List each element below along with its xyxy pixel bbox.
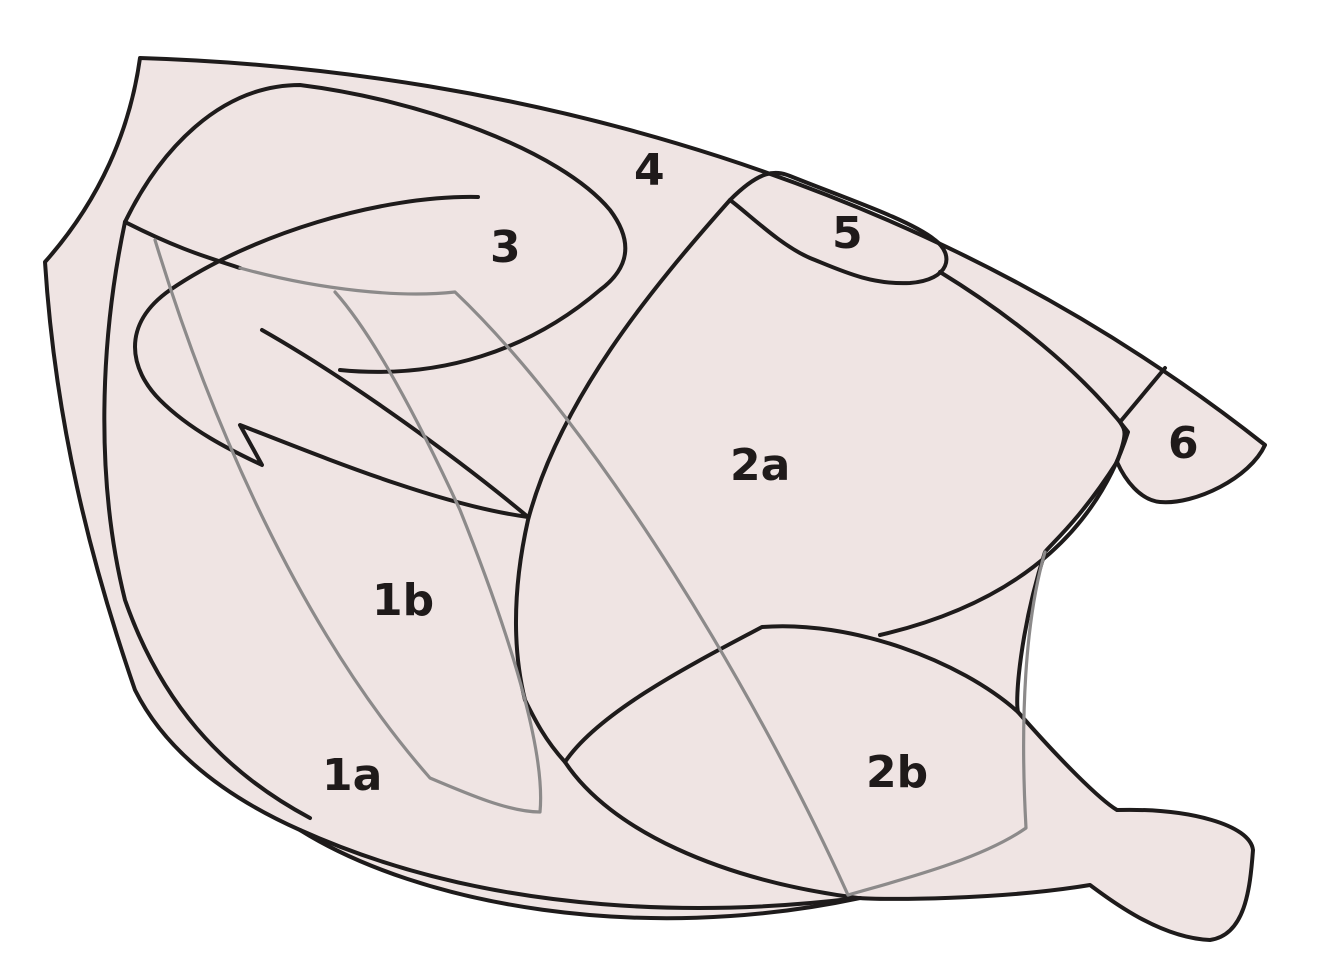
region-6-boundary — [1115, 366, 1167, 464]
label-6: 6 — [1168, 418, 1199, 469]
inner-line-2 — [238, 266, 850, 897]
label-1a: 1a — [322, 750, 382, 801]
region-5-outline — [728, 170, 949, 286]
label-5: 5 — [832, 208, 863, 259]
inner-line-3 — [846, 550, 1047, 897]
region-1a-boundary — [102, 220, 312, 820]
label-4: 4 — [634, 145, 665, 196]
label-1b: 1b — [372, 575, 434, 626]
region-3-outline — [123, 83, 628, 374]
region-3-hook — [133, 194, 530, 519]
lower-contour — [298, 828, 860, 910]
inner-line-1 — [153, 238, 543, 814]
region-1-top-seam — [123, 220, 242, 270]
region-2b-outline — [563, 624, 1020, 764]
label-2a: 2a — [730, 440, 790, 491]
label-2b: 2b — [866, 747, 928, 798]
label-3: 3 — [490, 222, 521, 273]
body-outline — [43, 56, 1267, 942]
